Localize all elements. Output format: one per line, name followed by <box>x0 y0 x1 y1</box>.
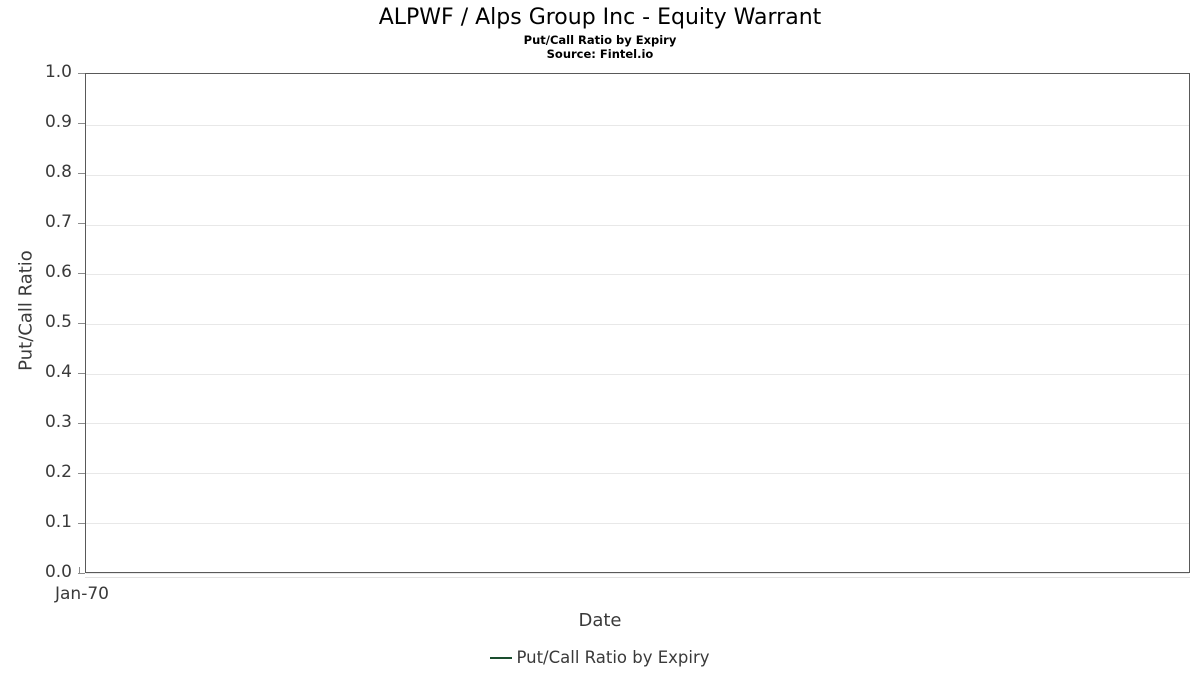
series-layer <box>86 74 1188 571</box>
chart-title-block: ALPWF / Alps Group Inc - Equity Warrant … <box>0 0 1200 61</box>
y-tick-mark <box>78 173 85 174</box>
y-tick-mark <box>78 73 85 74</box>
x-axis-label: Date <box>578 610 622 631</box>
y-tick-mark <box>78 473 85 474</box>
y-tick-label: 1.0 <box>44 62 72 82</box>
axis-underline <box>85 577 1190 578</box>
legend-item[interactable]: Put/Call Ratio by Expiry <box>490 648 710 668</box>
y-axis-ticks: 0.0 0.1 0.2 0.3 0.4 0.5 0.6 0.7 0.8 0.9 1.0 <box>0 0 85 675</box>
legend-line-swatch <box>490 656 513 660</box>
chart-subtitle: Put/Call Ratio by Expiry <box>523 33 677 47</box>
plot-area <box>85 73 1190 574</box>
gridline <box>86 125 1189 127</box>
y-tick-label: 0.1 <box>44 512 72 532</box>
y-tick-label: 0.4 <box>44 362 72 382</box>
y-tick-label: 0.2 <box>44 462 72 482</box>
gridline <box>86 274 1189 276</box>
legend-label: Put/Call Ratio by Expiry <box>516 648 710 667</box>
y-tick-mark <box>78 123 85 124</box>
gridline <box>86 423 1189 425</box>
gridline <box>86 373 1189 375</box>
y-tick-label: 0.5 <box>44 312 72 332</box>
y-tick-label: 0.8 <box>44 162 72 182</box>
chart-legend: Put/Call Ratio by Expiry <box>0 648 1200 668</box>
gridline <box>86 324 1189 325</box>
gridline <box>86 572 1189 574</box>
y-tick-mark <box>78 273 85 274</box>
x-tick-mark <box>79 567 80 573</box>
gridline <box>86 174 1189 176</box>
y-tick-label: 0.0 <box>44 562 72 582</box>
y-tick-label: 0.9 <box>44 112 72 132</box>
gridline <box>86 522 1189 524</box>
gridline <box>86 224 1189 226</box>
y-tick-label: 0.7 <box>44 212 72 232</box>
y-tick-mark <box>78 323 85 324</box>
chart-source-attribution: Source: Fintel.io <box>546 47 654 61</box>
y-tick-mark <box>78 573 85 574</box>
y-tick-label: 0.6 <box>44 262 72 282</box>
y-tick-label: 0.3 <box>44 412 72 432</box>
page-title: ALPWF / Alps Group Inc - Equity Warrant <box>378 5 822 30</box>
y-tick-mark <box>78 223 85 224</box>
gridline <box>86 473 1189 475</box>
x-tick-label: Jan-70 <box>55 584 109 604</box>
y-tick-mark <box>78 423 85 424</box>
y-tick-mark <box>78 523 85 524</box>
y-tick-mark <box>78 373 85 374</box>
